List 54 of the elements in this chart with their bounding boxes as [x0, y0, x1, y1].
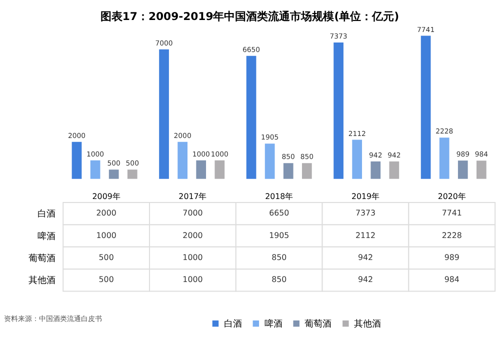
bar — [264, 144, 275, 179]
bar — [302, 163, 312, 179]
text: 其他酒 — [28, 276, 56, 286]
bar — [458, 160, 468, 179]
bar — [90, 160, 100, 179]
x-tick-label: 2009年 — [92, 192, 120, 202]
legend-label: 啤酒 — [264, 318, 282, 330]
data-label: 2000 — [182, 230, 203, 240]
data-label: 7373 — [355, 208, 376, 218]
bar — [370, 161, 381, 179]
data-label: 1000 — [182, 275, 203, 284]
bar — [214, 160, 225, 179]
data-label: 7741 — [442, 208, 462, 218]
x-tick-label: 2019年 — [351, 192, 380, 202]
legend-label: 白酒 — [224, 318, 242, 330]
data-label: 500 — [98, 275, 114, 284]
bar — [246, 56, 256, 179]
data-label: 2000 — [96, 208, 116, 218]
bar — [352, 140, 362, 179]
text: 葡萄酒 — [28, 254, 56, 264]
x-tick-label: 2020年 — [438, 192, 466, 202]
legend-label: 葡萄酒 — [304, 318, 332, 330]
data-label: 500 — [98, 252, 114, 262]
bar — [334, 42, 344, 179]
data-label: 850 — [272, 275, 287, 284]
bar — [283, 163, 294, 179]
data-label: 2112 — [355, 230, 376, 240]
bar — [196, 160, 206, 179]
text: 啤酒 — [38, 232, 56, 242]
data-label: 6650 — [269, 208, 290, 218]
data-label: 989 — [444, 252, 460, 262]
bar — [178, 142, 188, 179]
bar — [389, 161, 400, 179]
data-label: 1000 — [96, 230, 116, 240]
bar — [127, 170, 138, 179]
data-label: 942 — [358, 252, 373, 262]
x-tick-label: 2017年 — [178, 192, 207, 202]
data-label: 1000 — [182, 252, 203, 262]
data-label: 850 — [272, 252, 287, 262]
data-label: 7000 — [182, 208, 203, 218]
data-label: 984 — [444, 275, 460, 284]
bar — [476, 160, 486, 179]
bar — [108, 170, 119, 179]
legend-label: 其他酒 — [354, 318, 382, 330]
bar — [159, 49, 169, 179]
bar — [420, 36, 431, 179]
data-label: 942 — [358, 275, 373, 284]
text: 白酒 — [38, 210, 56, 220]
bar — [72, 142, 82, 179]
data-label: 1905 — [269, 230, 290, 240]
chart-title: 图表17：2009-2019年中国酒类流通市场规模(单位：亿元) — [100, 10, 400, 23]
bar — [439, 138, 450, 179]
data-label: 2228 — [442, 230, 462, 240]
x-tick-label: 2018年 — [265, 192, 294, 202]
